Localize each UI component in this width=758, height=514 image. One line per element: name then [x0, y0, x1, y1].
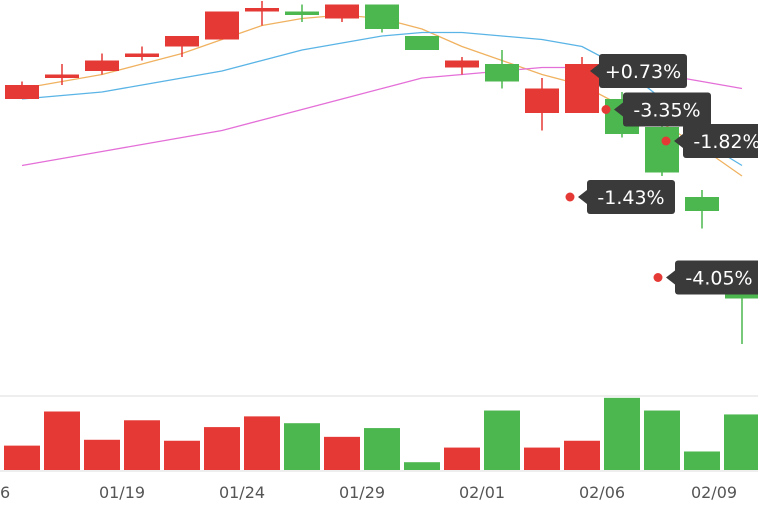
- marker-dot: [577, 66, 587, 76]
- tag-pointer: [590, 64, 599, 78]
- candle: [685, 190, 719, 229]
- change-marker: -1.82%: [661, 124, 758, 158]
- candle-body: [45, 74, 79, 78]
- change-markers: +0.73% -3.35% -1.82% -1.43% -4.05%: [565, 54, 758, 295]
- candle-body: [85, 60, 119, 71]
- volume-bar: [404, 462, 440, 470]
- x-tick-label: 01/19: [99, 483, 145, 502]
- x-tick-label: 02/09: [691, 483, 737, 502]
- candle-body: [645, 127, 679, 173]
- candle: [365, 4, 399, 33]
- candle: [165, 36, 199, 57]
- candle: [405, 36, 439, 50]
- volume-bar: [164, 440, 200, 470]
- volume-bar: [124, 420, 160, 470]
- x-tick-label: 01/24: [219, 483, 265, 502]
- candle: [565, 57, 599, 113]
- marker-dot: [661, 136, 671, 146]
- candle-body: [205, 11, 239, 40]
- candle: [205, 11, 239, 40]
- candles: [5, 1, 758, 344]
- candle: [645, 120, 679, 176]
- x-tick-label: 02/01: [459, 483, 505, 502]
- x-tick-label: 01/29: [339, 483, 385, 502]
- tag-background: [587, 180, 675, 214]
- volume-bar: [364, 428, 400, 470]
- candle: [85, 53, 119, 75]
- tag-background: [599, 54, 687, 88]
- tag-background: [623, 92, 711, 127]
- candle: [45, 64, 79, 85]
- change-marker: +0.73%: [577, 54, 687, 88]
- volume-bar: [84, 439, 120, 470]
- candle: [245, 1, 279, 26]
- candle: [445, 57, 479, 75]
- volume-bar: [524, 447, 560, 470]
- candle-body: [405, 36, 439, 50]
- candle: [325, 4, 359, 22]
- volume-bars: [4, 397, 758, 470]
- change-percent-label: +0.73%: [605, 61, 681, 83]
- volume-bar: [724, 414, 758, 470]
- candle: [285, 4, 319, 22]
- tag-pointer: [674, 134, 683, 148]
- candle-body: [285, 11, 319, 15]
- change-percent-label: -1.82%: [693, 131, 758, 153]
- candle-body: [245, 8, 279, 12]
- volume-bar: [4, 445, 40, 470]
- volume-bar: [684, 451, 720, 470]
- volume-bar: [444, 447, 480, 470]
- x-tick-label: 02/06: [579, 483, 625, 502]
- change-marker: -4.05%: [653, 260, 758, 295]
- candle: [485, 50, 519, 89]
- candle-body: [525, 88, 559, 113]
- grid-layer: [0, 395, 758, 472]
- marker-dot: [653, 273, 663, 282]
- volume-bar: [44, 411, 80, 470]
- candle-body: [125, 53, 159, 57]
- candle: [5, 81, 39, 99]
- x-tick-label: 16: [0, 483, 10, 502]
- tag-pointer: [614, 102, 623, 117]
- volume-bar: [244, 416, 280, 470]
- volume-bar: [564, 440, 600, 470]
- volume-bar: [644, 410, 680, 470]
- change-percent-label: -4.05%: [685, 268, 752, 290]
- candle-body: [485, 64, 519, 82]
- candle: [125, 46, 159, 61]
- tag-background: [683, 124, 758, 158]
- volume-bar: [204, 427, 240, 470]
- volume-bar: [604, 397, 640, 470]
- change-percent-label: -1.43%: [597, 187, 664, 209]
- candle-body: [5, 85, 39, 99]
- candle-body: [365, 4, 399, 29]
- volume-bar: [284, 423, 320, 470]
- candle-body: [685, 197, 719, 211]
- candle-body: [325, 4, 359, 19]
- change-percent-label: -3.35%: [633, 100, 700, 122]
- tag-pointer: [578, 190, 587, 204]
- change-marker: -3.35%: [601, 92, 711, 127]
- candle-body: [165, 36, 199, 47]
- candle-body: [445, 60, 479, 68]
- candle: [525, 78, 559, 131]
- tag-background: [675, 260, 758, 295]
- tag-pointer: [666, 270, 675, 285]
- volume-bar: [484, 410, 520, 470]
- x-axis-ticks: 16 01/19 01/24 01/29 02/01 02/06 02/09: [0, 483, 737, 502]
- marker-dot: [565, 192, 575, 202]
- volume-bar: [324, 436, 360, 470]
- change-marker: -1.43%: [565, 180, 675, 214]
- marker-dot: [601, 105, 611, 114]
